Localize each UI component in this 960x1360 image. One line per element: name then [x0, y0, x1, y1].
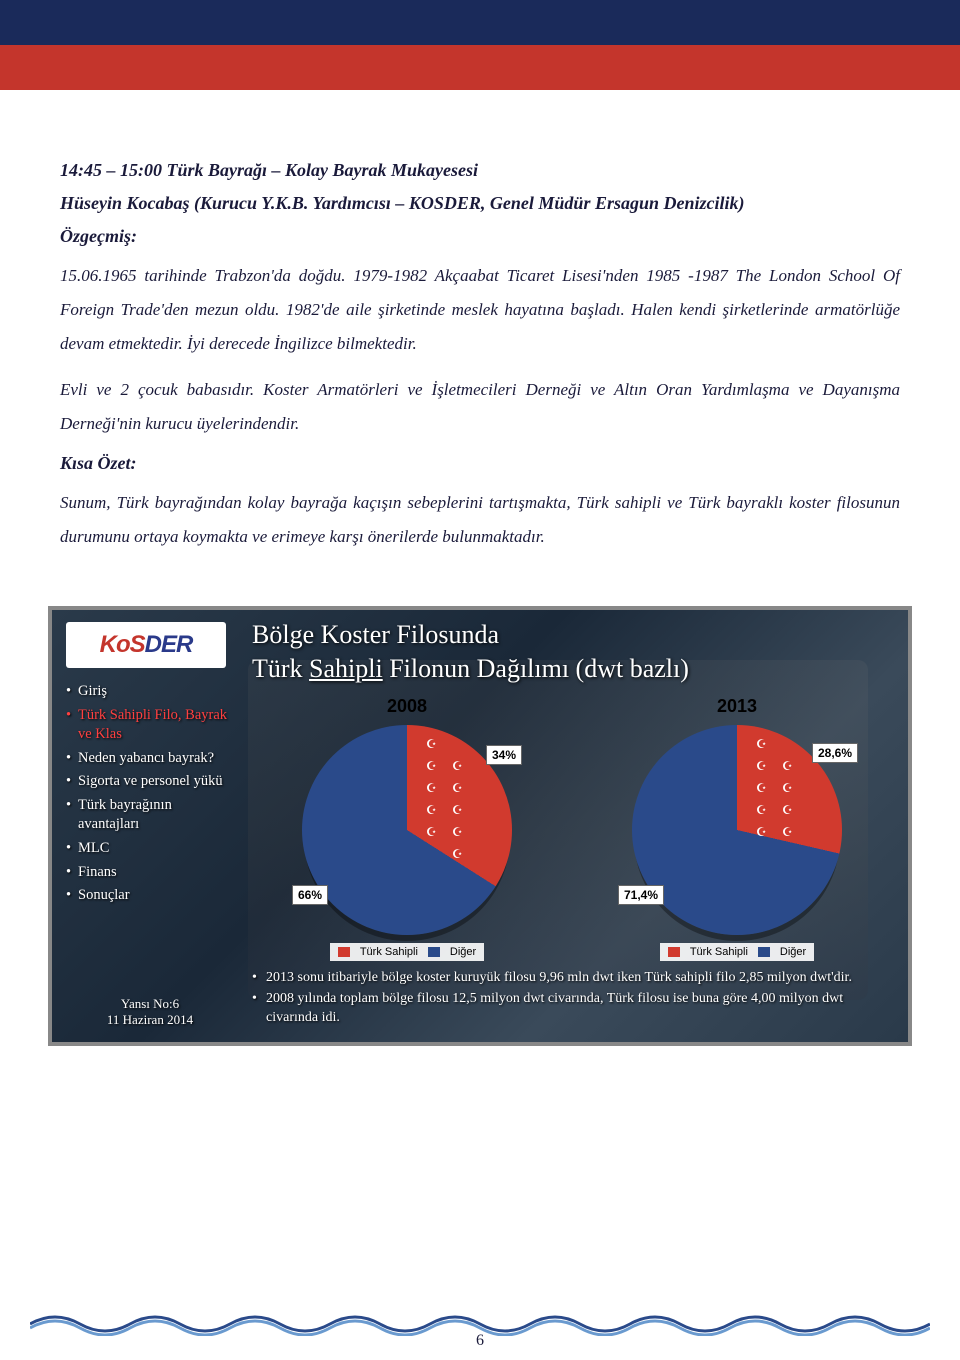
sidebar-nav-item: Neden yabancı bayrak?: [66, 749, 234, 769]
slide-footer-left: Yansı No:6 11 Haziran 2014: [66, 996, 234, 1028]
logo-text: KoSDER: [100, 631, 193, 659]
slide-date: 11 Haziran 2014: [66, 1012, 234, 1028]
pie-2013-label-top: 28,6%: [812, 743, 858, 763]
slide-notes: 2013 sonu itibariyle bölge koster kuruyü…: [252, 969, 892, 1030]
legend-label-2: Diğer: [450, 946, 476, 958]
pie-2008-label-top: 34%: [486, 745, 522, 765]
sidebar-nav-item: Sonuçlar: [66, 886, 234, 906]
legend-swatch-1: [338, 947, 350, 957]
legend-label-3: Türk Sahipli: [690, 946, 748, 958]
pie-2013: ☪☪☪☪☪☪☪☪☪ 28,6% 71,4%: [632, 725, 842, 935]
kisa-ozet-label: Kısa Özet:: [60, 453, 900, 474]
pie-2008: ☪☪☪☪☪☪☪☪☪☪ 34% 66%: [302, 725, 512, 935]
slide-title-line2a: Türk: [252, 654, 309, 683]
legend-swatch-3: [668, 947, 680, 957]
slide-nav-list: Giriş Türk Sahipli Filo, Bayrak ve Klas Ne…: [66, 682, 234, 906]
sidebar-nav-item: Finans: [66, 863, 234, 883]
slide-number: Yansı No:6: [66, 996, 234, 1012]
page-number: 6: [0, 1332, 960, 1350]
speaker-line: Hüseyin Kocabaş (Kurucu Y.K.B. Yardımcıs…: [60, 193, 900, 214]
legend-2008: Türk Sahipli Diğer: [330, 943, 484, 961]
summary-text: Sunum, Türk bayrağından kolay bayrağa ka…: [60, 486, 900, 554]
bio-paragraph-2: Evli ve 2 çocuk babasıdır. Koster Armatö…: [60, 373, 900, 441]
slide-title-line1: Bölge Koster Filosunda: [252, 620, 499, 649]
sidebar-nav-item: Türk bayrağının avantajları: [66, 796, 234, 835]
sidebar-nav-item: Giriş: [66, 682, 234, 702]
content-area: 14:45 – 15:00 Türk Bayrağı – Kolay Bayra…: [0, 90, 960, 586]
slide-title-line2b: Filonun Dağılımı (dwt bazlı): [383, 654, 689, 683]
charts-row: 2008 ☪☪☪☪☪☪☪☪☪☪ 34% 66% Türk Sahipli Diğ…: [252, 696, 892, 962]
chart-2013: 2013 ☪☪☪☪☪☪☪☪☪ 28,6% 71,4% Türk Sahipli …: [582, 696, 892, 962]
chart-2008-year: 2008: [252, 696, 562, 717]
ozgecmis-label: Özgeçmiş:: [60, 226, 900, 247]
slide-note-item: 2013 sonu itibariyle bölge koster kuruyü…: [252, 969, 892, 988]
slide-title: Bölge Koster Filosunda Türk Sahipli Filo…: [252, 618, 689, 686]
session-time-title: 14:45 – 15:00 Türk Bayrağı – Kolay Bayra…: [60, 160, 900, 181]
pie-2008-label-bottom: 66%: [292, 885, 328, 905]
sidebar-nav-item: MLC: [66, 839, 234, 859]
slide-sidebar: KoSDER Giriş Türk Sahipli Filo, Bayrak ve…: [66, 622, 234, 910]
pie-2013-label-bottom: 71,4%: [618, 885, 664, 905]
header-bar: [0, 0, 960, 90]
logo-blue: DER: [145, 631, 193, 658]
legend-2013: Türk Sahipli Diğer: [660, 943, 814, 961]
pie-2008-svg: ☪☪☪☪☪☪☪☪☪☪: [302, 725, 512, 935]
kosder-logo: KoSDER: [66, 622, 226, 668]
sidebar-nav-item: Sigorta ve personel yükü: [66, 772, 234, 792]
logo-red: KoS: [100, 631, 145, 658]
legend-swatch-4: [758, 947, 770, 957]
legend-swatch-2: [428, 947, 440, 957]
page-footer: 6: [0, 1300, 960, 1360]
slide-note-item: 2008 yılında toplam bölge filosu 12,5 mi…: [252, 990, 892, 1028]
sidebar-nav-item: Türk Sahipli Filo, Bayrak ve Klas: [66, 706, 234, 745]
slide-title-underlined: Sahipli: [309, 654, 383, 683]
presentation-slide: KoSDER Giriş Türk Sahipli Filo, Bayrak ve…: [48, 606, 912, 1046]
bio-paragraph-1: 15.06.1965 tarihinde Trabzon'da doğdu. 1…: [60, 259, 900, 361]
chart-2013-year: 2013: [582, 696, 892, 717]
legend-label-1: Türk Sahipli: [360, 946, 418, 958]
chart-2008: 2008 ☪☪☪☪☪☪☪☪☪☪ 34% 66% Türk Sahipli Diğ…: [252, 696, 562, 962]
legend-label-4: Diğer: [780, 946, 806, 958]
